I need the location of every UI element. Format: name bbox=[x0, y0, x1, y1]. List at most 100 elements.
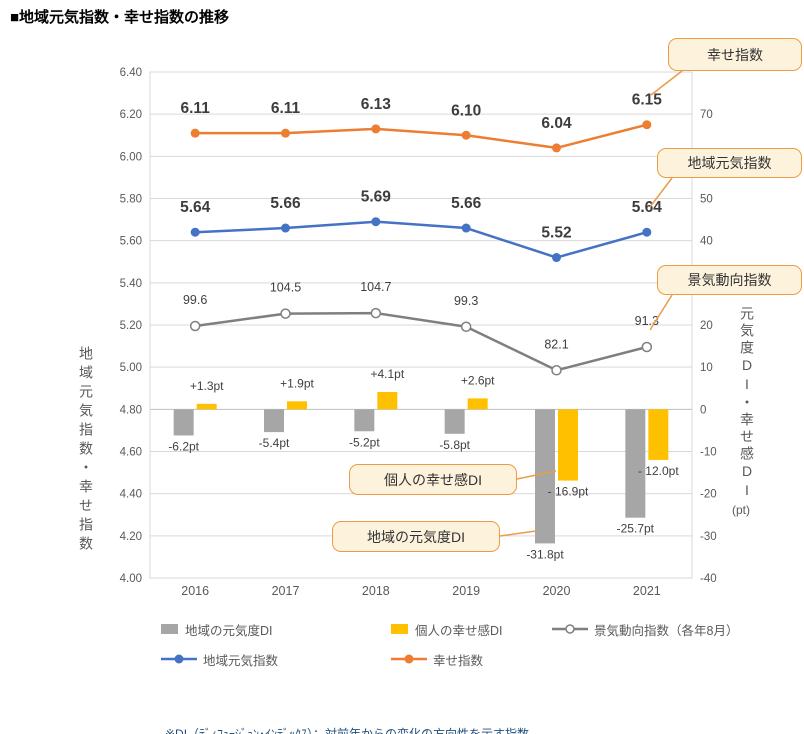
bar bbox=[377, 392, 398, 410]
bar bbox=[264, 409, 284, 433]
footnote-line-1: ※DI（ﾃﾞｨﾌｭｰｼﾞｮﾝ･ｲﾝﾃﾞｯｸｽ）：対前年からの変化の方向性を示す指… bbox=[165, 726, 530, 734]
callout-leader bbox=[650, 70, 683, 96]
legend-label: 景気動向指数（各年8月） bbox=[594, 623, 739, 638]
callout-happiness-index: 幸せ指数 bbox=[668, 38, 802, 71]
open-circle-marker bbox=[460, 321, 472, 333]
legend-label: 幸せ指数 bbox=[433, 653, 484, 668]
left-axis-tick: 6.40 bbox=[120, 67, 142, 79]
circle-marker bbox=[642, 227, 652, 237]
line-label: 5.64 bbox=[180, 199, 211, 216]
bar-label: -6.2pt bbox=[168, 439, 199, 453]
line-label: 99.6 bbox=[183, 293, 207, 307]
right-axis-tick: 50 bbox=[700, 194, 713, 206]
open-circle-marker bbox=[551, 365, 562, 376]
line-label: 6.13 bbox=[361, 96, 392, 113]
line-label: 5.64 bbox=[632, 199, 663, 216]
left-axis-tick: 6.00 bbox=[120, 151, 142, 163]
left-axis-tick: 5.60 bbox=[120, 236, 142, 248]
right-axis-tick: 70 bbox=[700, 109, 713, 121]
orange-line-marker-icon bbox=[391, 654, 427, 664]
right-axis-tick: 40 bbox=[700, 236, 713, 248]
legend-item-business-conditions-index: 景気動向指数（各年8月） bbox=[551, 621, 739, 638]
left-axis-tick: 5.00 bbox=[120, 362, 142, 374]
bar bbox=[648, 409, 669, 460]
x-axis-label: 2018 bbox=[362, 584, 390, 598]
left-axis-tick: 5.80 bbox=[120, 194, 142, 206]
left-axis-tick: 5.40 bbox=[120, 278, 142, 290]
callout-leader bbox=[499, 530, 537, 537]
line-label: 6.10 bbox=[451, 102, 481, 119]
callout-regional-vitality-index: 地域元気指数 bbox=[657, 148, 802, 178]
circle-marker bbox=[642, 120, 652, 130]
callout-label: 地域元気指数 bbox=[687, 155, 772, 171]
callout-label: 個人の幸せ感DI bbox=[384, 471, 482, 488]
callout-label: 幸せ指数 bbox=[707, 46, 763, 63]
bar bbox=[625, 409, 646, 518]
x-axis-label: 2019 bbox=[452, 584, 480, 598]
left-axis-tick: 4.60 bbox=[120, 447, 142, 459]
circle-marker bbox=[190, 227, 200, 237]
circle-marker bbox=[371, 217, 381, 227]
circle-marker bbox=[461, 223, 471, 233]
x-axis-label: 2020 bbox=[543, 584, 571, 598]
bar-label: - 12.0pt bbox=[638, 464, 679, 478]
bar bbox=[354, 409, 375, 432]
line-series bbox=[194, 311, 648, 372]
bar bbox=[173, 409, 194, 436]
left-axis-tick: 4.20 bbox=[120, 531, 142, 543]
line-series bbox=[195, 123, 648, 150]
circle-marker bbox=[371, 124, 381, 134]
callout-leader bbox=[516, 470, 557, 480]
open-circle-marker bbox=[280, 308, 291, 319]
page-title: ■地域元気指数・幸せ指数の推移 bbox=[10, 9, 230, 26]
callout-business-conditions-index: 景気動向指数 bbox=[657, 265, 802, 295]
circle-marker bbox=[552, 253, 561, 263]
bar-label: -5.4pt bbox=[259, 436, 290, 450]
right-axis-tick: 10 bbox=[700, 362, 713, 374]
bar-label: -5.8pt bbox=[439, 438, 470, 452]
line-label: 104.7 bbox=[360, 280, 391, 294]
legend-label: 個人の幸せ感DI bbox=[415, 623, 503, 638]
legend-item-personal-happiness-di: 個人の幸せ感DI bbox=[390, 621, 503, 638]
bar-label: - 16.9pt bbox=[548, 485, 589, 499]
left-axis-tick: 5.20 bbox=[120, 320, 142, 332]
bar bbox=[558, 409, 578, 481]
blue-line-marker-icon bbox=[161, 654, 197, 664]
bar bbox=[467, 398, 488, 410]
left-axis-tick: 4.40 bbox=[120, 489, 142, 501]
right-axis-tick: -30 bbox=[700, 531, 717, 543]
line-label: 6.11 bbox=[181, 100, 211, 117]
line-label: 82.1 bbox=[544, 337, 568, 351]
open-circle-marker bbox=[370, 307, 382, 319]
bar-label: -25.7pt bbox=[617, 522, 655, 536]
circle-marker bbox=[281, 223, 290, 233]
circle-marker bbox=[281, 128, 290, 138]
line-label: 104.5 bbox=[270, 281, 301, 295]
circle-marker bbox=[461, 130, 471, 140]
bar-label: +2.6pt bbox=[461, 373, 495, 387]
callout-leader bbox=[649, 294, 673, 331]
footnote: ※DI（ﾃﾞｨﾌｭｰｼﾞｮﾝ･ｲﾝﾃﾞｯｸｽ）：対前年からの変化の方向性を示す指… bbox=[165, 691, 529, 734]
right-axis-unit: (pt) bbox=[732, 503, 750, 517]
gray-bar-swatch-icon bbox=[161, 624, 178, 634]
x-axis-label: 2016 bbox=[181, 584, 209, 598]
x-axis-label: 2017 bbox=[272, 584, 300, 598]
bar-label: -31.8pt bbox=[526, 547, 564, 561]
left-axis-tick: 4.80 bbox=[120, 404, 142, 416]
bar-label: -5.2pt bbox=[349, 435, 380, 449]
left-axis-title: 地域元気指数・幸せ指数 bbox=[78, 346, 94, 555]
bar-label: +1.3pt bbox=[190, 379, 224, 393]
legend-label: 地域元気指数 bbox=[203, 653, 279, 668]
legend-item-regional-vitality-di: 地域の元気度DI bbox=[160, 621, 273, 638]
callout-label: 景気動向指数 bbox=[687, 272, 772, 288]
circle-marker bbox=[190, 128, 200, 138]
callout-leader bbox=[649, 177, 673, 208]
bar-label: +1.9pt bbox=[280, 376, 314, 390]
line-label: 5.66 bbox=[451, 195, 482, 212]
line-label: 6.04 bbox=[541, 115, 572, 132]
right-axis-tick: -40 bbox=[700, 573, 717, 585]
right-axis-tick: 20 bbox=[700, 320, 713, 332]
bar bbox=[196, 403, 217, 410]
